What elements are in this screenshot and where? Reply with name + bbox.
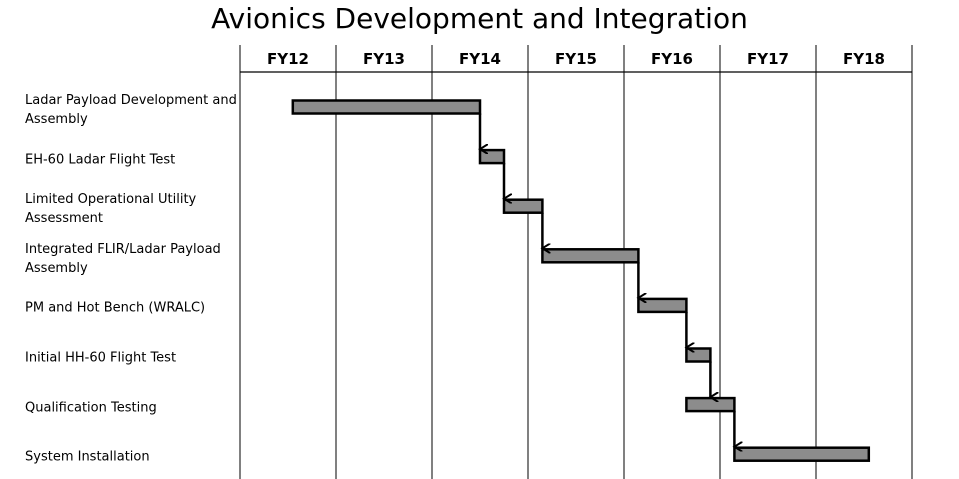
gantt-bar (733, 446, 871, 462)
bars-layer (291, 99, 871, 462)
gantt-bar (685, 347, 712, 363)
task-label: System Installation (25, 449, 150, 465)
fy-header-label: FY17 (747, 50, 789, 68)
gantt-bar (541, 248, 640, 264)
fy-header: FY12 FY13 FY14 FY15 FY16 FY17 FY18 (267, 50, 885, 68)
task-label: Ladar Payload Development and Assembly (25, 93, 237, 127)
gantt-bar (291, 99, 482, 115)
gantt-bar (637, 297, 688, 314)
fy-header-label: FY15 (555, 50, 597, 68)
dependency-arrows (480, 113, 734, 447)
gantt-bar (685, 396, 736, 413)
task-label: Initial HH-60 Flight Test (25, 350, 177, 366)
fy-header-label: FY16 (651, 50, 693, 68)
fy-header-label: FY14 (459, 50, 501, 68)
task-label: EH-60 Ladar Flight Test (25, 152, 176, 168)
gantt-bar (478, 148, 506, 165)
grid-layer (239, 45, 913, 479)
fy-header-label: FY12 (267, 50, 309, 68)
task-label: PM and Hot Bench (WRALC) (25, 300, 206, 316)
fy-header-label: FY18 (843, 50, 885, 68)
chart-title: Avionics Development and Integration (211, 2, 748, 35)
task-label: Integrated FLIR/Ladar Payload Assembly (25, 241, 221, 276)
fy-header-label: FY13 (363, 50, 405, 68)
task-label: Limited Operational Utility Assessment (25, 192, 197, 227)
gantt-bar (502, 198, 544, 214)
task-label: Qualification Testing (25, 400, 157, 416)
